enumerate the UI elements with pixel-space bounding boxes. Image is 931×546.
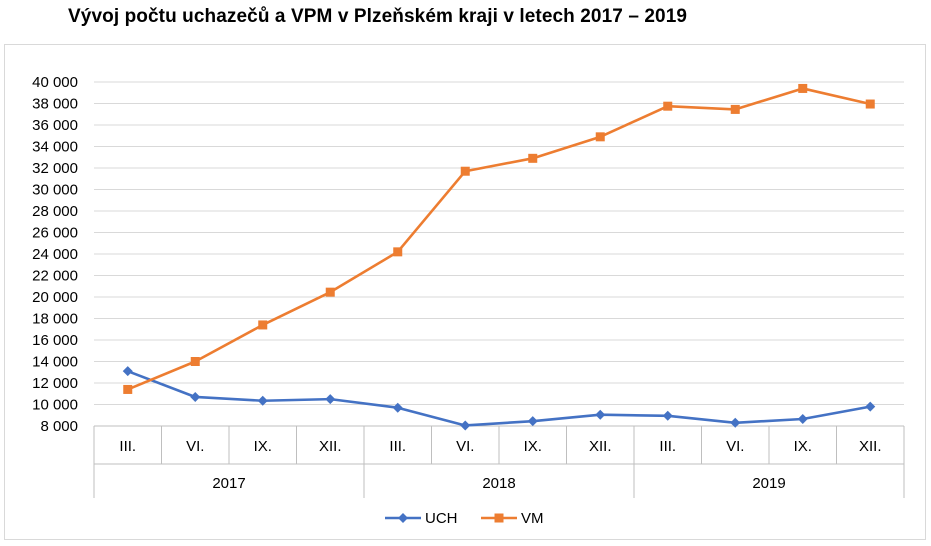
legend-marker-vm: [494, 513, 504, 523]
series-lines: [122, 83, 876, 431]
data-point-uch: [392, 402, 403, 413]
x-tick-label: IX.: [524, 438, 542, 455]
data-point-uch: [730, 417, 741, 428]
y-tick-label: 14 000: [32, 354, 78, 371]
data-point-uch: [797, 414, 808, 425]
x-tick-label: VI.: [456, 438, 474, 455]
chart-frame: [4, 44, 926, 540]
data-point-uch: [662, 410, 673, 421]
series-line-vm: [127, 87, 871, 391]
x-tick-label: XII.: [859, 438, 882, 455]
x-tick-label: III.: [389, 438, 406, 455]
data-point-uch: [460, 420, 471, 431]
y-tick-label: 24 000: [32, 246, 78, 263]
y-axis-ticks: 8 000 10 000 12 000 14 000 16 000 18 000 20 00…: [32, 74, 78, 435]
data-point-uch: [595, 409, 606, 420]
data-point-vm: [528, 153, 538, 163]
data-point-vm: [325, 287, 335, 297]
data-point-uch: [325, 394, 336, 405]
series-line-uch: [127, 369, 871, 427]
x-axis: III. VI. IX. XII. III. VI. IX. XII. III. VI. IX. XI…: [93, 425, 905, 498]
y-tick-label: 10 000: [32, 397, 78, 414]
legend: UCH VM: [385, 510, 544, 527]
y-tick-label: 32 000: [32, 160, 78, 177]
data-point-vm: [663, 101, 673, 111]
legend-marker-uch: [398, 513, 408, 523]
y-tick-label: 18 000: [32, 311, 78, 328]
gridlines: [94, 81, 904, 427]
x-tick-label: III.: [119, 438, 136, 455]
data-point-vm: [730, 104, 740, 114]
data-point-vm: [190, 357, 200, 366]
data-point-vm: [595, 132, 605, 142]
data-point-uch: [190, 391, 201, 402]
y-tick-label: 36 000: [32, 117, 78, 134]
data-point-vm: [393, 247, 403, 257]
y-tick-label: 26 000: [32, 225, 78, 242]
data-point-vm: [460, 166, 470, 176]
data-point-uch: [865, 401, 876, 412]
x-group-label: 2017: [212, 475, 245, 492]
y-tick-label: 34 000: [32, 139, 78, 156]
x-tick-label: VI.: [186, 438, 204, 455]
legend-label-uch: UCH: [425, 510, 458, 527]
y-tick-label: 40 000: [32, 74, 78, 91]
data-point-vm: [123, 384, 133, 394]
x-tick-label: III.: [659, 438, 676, 455]
x-tick-label: IX.: [794, 438, 812, 455]
x-tick-label: XII.: [319, 438, 342, 455]
y-tick-label: 16 000: [32, 332, 78, 349]
data-point-uch: [257, 395, 268, 406]
chart-title: Vývoj počtu uchazečů a VPM v Plzeňském k…: [68, 6, 688, 27]
data-point-vm: [258, 320, 268, 330]
y-tick-label: 30 000: [32, 182, 78, 199]
y-tick-label: 20 000: [32, 289, 78, 306]
x-tick-label: VI.: [726, 438, 744, 455]
y-tick-label: 28 000: [32, 203, 78, 220]
data-point-vm: [865, 99, 875, 109]
y-tick-label: 12 000: [32, 375, 78, 392]
legend-label-vm: VM: [521, 510, 544, 527]
x-group-label: 2019: [752, 475, 785, 492]
x-tick-label: IX.: [254, 438, 272, 455]
y-tick-label: 8 000: [40, 418, 78, 435]
x-group-label: 2018: [482, 475, 515, 492]
y-tick-label: 22 000: [32, 268, 78, 285]
y-tick-label: 38 000: [32, 96, 78, 113]
x-tick-label: XII.: [589, 438, 612, 455]
data-point-vm: [798, 83, 808, 93]
data-point-uch: [122, 366, 133, 377]
data-point-uch: [527, 416, 538, 427]
